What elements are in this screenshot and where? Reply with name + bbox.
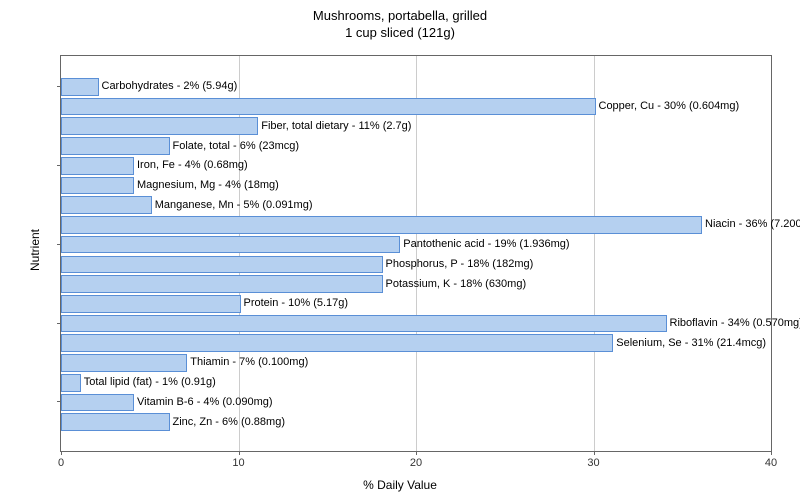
bar-row: Manganese, Mn - 5% (0.091mg) <box>61 194 771 214</box>
nutrient-bar <box>61 157 134 175</box>
nutrient-label: Vitamin B-6 - 4% (0.090mg) <box>137 396 273 408</box>
nutrient-label: Magnesium, Mg - 4% (18mg) <box>137 179 279 191</box>
bar-row: Iron, Fe - 4% (0.68mg) <box>61 155 771 175</box>
bar-row: Phosphorus, P - 18% (182mg) <box>61 254 771 274</box>
nutrient-bar <box>61 78 99 96</box>
nutrient-bar <box>61 374 81 392</box>
title-line1: Mushrooms, portabella, grilled <box>0 8 800 25</box>
nutrient-bar <box>61 354 187 372</box>
nutrient-label: Carbohydrates - 2% (5.94g) <box>102 80 238 92</box>
x-tick-mark <box>61 451 62 455</box>
bar-row: Zinc, Zn - 6% (0.88mg) <box>61 411 771 431</box>
nutrient-bar <box>61 196 152 214</box>
y-tick-mark <box>57 244 61 245</box>
title-line2: 1 cup sliced (121g) <box>0 25 800 42</box>
chart-title: Mushrooms, portabella, grilled 1 cup sli… <box>0 0 800 42</box>
nutrient-label: Phosphorus, P - 18% (182mg) <box>386 258 534 270</box>
nutrient-label: Manganese, Mn - 5% (0.091mg) <box>155 199 313 211</box>
x-tick-mark <box>594 451 595 455</box>
x-tick-label: 30 <box>587 457 599 469</box>
bar-row: Potassium, K - 18% (630mg) <box>61 273 771 293</box>
x-tick-label: 20 <box>410 457 422 469</box>
bar-row: Carbohydrates - 2% (5.94g) <box>61 76 771 96</box>
nutrient-label: Total lipid (fat) - 1% (0.91g) <box>84 376 216 388</box>
y-tick-mark <box>57 323 61 324</box>
nutrient-label: Niacin - 36% (7.200mg) <box>705 218 800 230</box>
bar-row: Vitamin B-6 - 4% (0.090mg) <box>61 392 771 412</box>
nutrient-bar <box>61 315 667 333</box>
nutrient-bar <box>61 413 170 431</box>
nutrient-bar <box>61 117 258 135</box>
nutrient-bar <box>61 295 241 313</box>
bar-row: Folate, total - 6% (23mcg) <box>61 135 771 155</box>
nutrient-label: Protein - 10% (5.17g) <box>244 297 349 309</box>
x-tick-label: 40 <box>765 457 777 469</box>
bar-row: Fiber, total dietary - 11% (2.7g) <box>61 115 771 135</box>
x-tick-mark <box>416 451 417 455</box>
bar-row: Thiamin - 7% (0.100mg) <box>61 352 771 372</box>
bar-row: Riboflavin - 34% (0.570mg) <box>61 313 771 333</box>
nutrient-bar <box>61 236 400 254</box>
y-tick-mark <box>57 86 61 87</box>
x-tick-label: 0 <box>58 457 64 469</box>
nutrient-bar <box>61 216 702 234</box>
y-tick-mark <box>57 165 61 166</box>
bar-row: Total lipid (fat) - 1% (0.91g) <box>61 372 771 392</box>
y-tick-mark <box>57 401 61 402</box>
nutrient-label: Copper, Cu - 30% (0.604mg) <box>599 100 740 112</box>
nutrient-label: Pantothenic acid - 19% (1.936mg) <box>403 238 569 250</box>
nutrient-bar <box>61 98 596 116</box>
y-axis-label: Nutrient <box>28 229 42 271</box>
nutrient-label: Fiber, total dietary - 11% (2.7g) <box>261 120 411 132</box>
nutrient-label: Potassium, K - 18% (630mg) <box>386 278 527 290</box>
bar-row: Magnesium, Mg - 4% (18mg) <box>61 175 771 195</box>
nutrient-label: Thiamin - 7% (0.100mg) <box>190 356 308 368</box>
bar-row: Copper, Cu - 30% (0.604mg) <box>61 96 771 116</box>
nutrient-bar <box>61 394 134 412</box>
bar-row: Niacin - 36% (7.200mg) <box>61 214 771 234</box>
nutrient-bar <box>61 137 170 155</box>
nutrient-label: Folate, total - 6% (23mcg) <box>173 140 300 152</box>
nutrient-bar <box>61 256 383 274</box>
bar-row: Selenium, Se - 31% (21.4mcg) <box>61 332 771 352</box>
x-tick-mark <box>239 451 240 455</box>
bar-row: Protein - 10% (5.17g) <box>61 293 771 313</box>
x-tick-label: 10 <box>232 457 244 469</box>
nutrient-label: Riboflavin - 34% (0.570mg) <box>670 317 800 329</box>
nutrient-label: Zinc, Zn - 6% (0.88mg) <box>173 416 285 428</box>
nutrient-bar <box>61 334 613 352</box>
x-axis-label: % Daily Value <box>363 478 437 492</box>
nutrient-bar <box>61 177 134 195</box>
nutrient-label: Iron, Fe - 4% (0.68mg) <box>137 159 248 171</box>
nutrient-label: Selenium, Se - 31% (21.4mcg) <box>616 337 766 349</box>
x-tick-mark <box>771 451 772 455</box>
plot-area: 010203040Carbohydrates - 2% (5.94g)Coppe… <box>60 55 772 452</box>
bar-row: Pantothenic acid - 19% (1.936mg) <box>61 234 771 254</box>
nutrient-bar <box>61 275 383 293</box>
chart-container: Mushrooms, portabella, grilled 1 cup sli… <box>0 0 800 500</box>
